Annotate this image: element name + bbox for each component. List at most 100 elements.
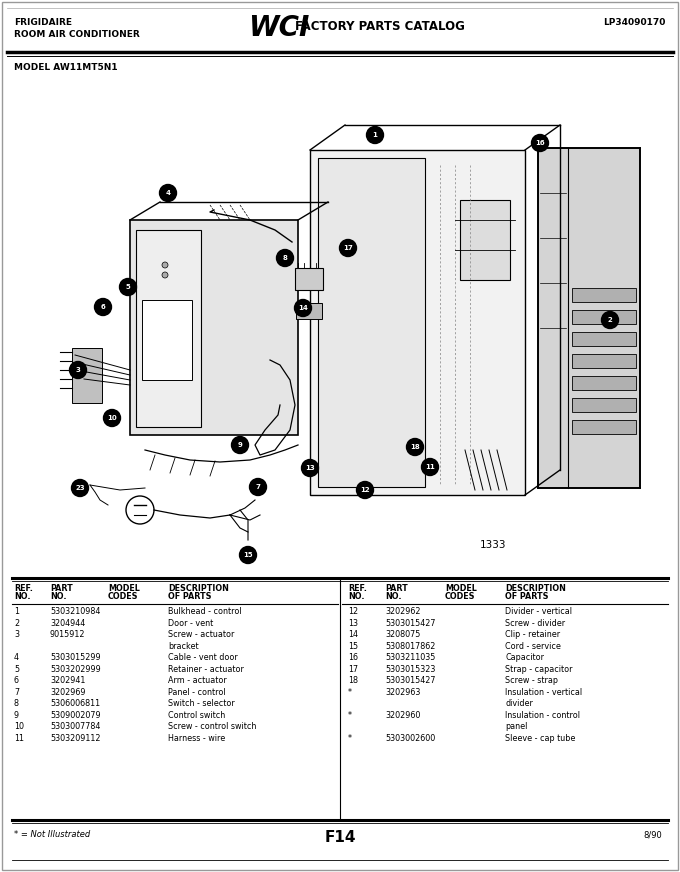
Text: Bulkhead - control: Bulkhead - control	[168, 607, 241, 616]
Text: *: *	[348, 711, 352, 719]
Circle shape	[277, 249, 294, 267]
FancyBboxPatch shape	[572, 288, 636, 302]
Text: 9015912: 9015912	[50, 630, 86, 639]
Text: Harness - wire: Harness - wire	[168, 733, 225, 742]
FancyBboxPatch shape	[136, 230, 201, 427]
Text: ROOM AIR CONDITIONER: ROOM AIR CONDITIONER	[14, 30, 140, 39]
FancyBboxPatch shape	[572, 310, 636, 324]
Text: Strap - capacitor: Strap - capacitor	[505, 664, 573, 673]
Circle shape	[160, 185, 177, 201]
Text: Cable - vent door: Cable - vent door	[168, 653, 238, 662]
Circle shape	[339, 240, 356, 256]
Text: Insulation - control: Insulation - control	[505, 711, 580, 719]
Circle shape	[301, 460, 318, 476]
FancyBboxPatch shape	[296, 303, 322, 319]
Circle shape	[239, 547, 256, 563]
FancyBboxPatch shape	[295, 268, 323, 290]
Text: LP34090170: LP34090170	[602, 18, 665, 27]
Text: 3202963: 3202963	[385, 687, 420, 697]
Text: MODEL: MODEL	[108, 584, 140, 593]
Text: 14: 14	[348, 630, 358, 639]
Text: bracket: bracket	[168, 642, 199, 651]
Text: 10: 10	[14, 722, 24, 731]
Text: divider: divider	[505, 699, 533, 708]
Text: 7: 7	[256, 484, 260, 490]
Text: 1333: 1333	[480, 540, 507, 550]
Circle shape	[95, 298, 112, 316]
Text: 3208075: 3208075	[385, 630, 420, 639]
Text: 4: 4	[14, 653, 19, 662]
Circle shape	[103, 410, 120, 426]
Text: 5303015323: 5303015323	[385, 664, 435, 673]
Text: MODEL AW11MT5N1: MODEL AW11MT5N1	[14, 63, 118, 72]
FancyBboxPatch shape	[72, 348, 102, 403]
Circle shape	[162, 262, 168, 268]
Text: 16: 16	[535, 140, 545, 146]
Text: Sleeve - cap tube: Sleeve - cap tube	[505, 733, 575, 742]
Text: Screw - control switch: Screw - control switch	[168, 722, 256, 731]
Text: 4: 4	[165, 190, 171, 196]
Text: 3202941: 3202941	[50, 676, 86, 685]
Circle shape	[356, 481, 373, 499]
Text: Screw - actuator: Screw - actuator	[168, 630, 235, 639]
Text: 5303202999: 5303202999	[50, 664, 101, 673]
Text: Insulation - vertical: Insulation - vertical	[505, 687, 582, 697]
Text: F14: F14	[324, 830, 356, 845]
Text: 3: 3	[75, 367, 80, 373]
Text: PART: PART	[50, 584, 73, 593]
FancyBboxPatch shape	[538, 148, 640, 488]
Text: NO.: NO.	[348, 592, 364, 601]
FancyBboxPatch shape	[310, 150, 525, 495]
Text: 6: 6	[101, 304, 105, 310]
Text: 5303015427: 5303015427	[385, 618, 435, 628]
Text: 3: 3	[14, 630, 19, 639]
Text: CODES: CODES	[108, 592, 139, 601]
Text: Capacitor: Capacitor	[505, 653, 544, 662]
Text: Screw - strap: Screw - strap	[505, 676, 558, 685]
Text: Retainer - actuator: Retainer - actuator	[168, 664, 244, 673]
Text: 3204944: 3204944	[50, 618, 85, 628]
Circle shape	[602, 311, 619, 329]
Text: 15: 15	[348, 642, 358, 651]
Text: 5303007784: 5303007784	[50, 722, 101, 731]
Text: FRIGIDAIRE: FRIGIDAIRE	[14, 18, 72, 27]
FancyBboxPatch shape	[572, 376, 636, 390]
FancyBboxPatch shape	[130, 220, 298, 435]
Text: 12: 12	[360, 487, 370, 493]
Text: 3202962: 3202962	[385, 607, 420, 616]
Text: Cord - service: Cord - service	[505, 642, 561, 651]
Text: WCI: WCI	[248, 14, 309, 42]
Text: Switch - selector: Switch - selector	[168, 699, 235, 708]
Text: 9: 9	[237, 442, 243, 448]
Text: DESCRIPTION: DESCRIPTION	[168, 584, 229, 593]
Text: 8: 8	[14, 699, 19, 708]
Text: 13: 13	[348, 618, 358, 628]
Text: Panel - control: Panel - control	[168, 687, 226, 697]
Text: DESCRIPTION: DESCRIPTION	[505, 584, 566, 593]
Text: 11: 11	[425, 464, 435, 470]
Text: Screw - divider: Screw - divider	[505, 618, 565, 628]
Circle shape	[407, 439, 424, 455]
Circle shape	[367, 126, 384, 144]
FancyBboxPatch shape	[460, 200, 510, 280]
Text: Control switch: Control switch	[168, 711, 225, 719]
Text: 8: 8	[283, 255, 288, 261]
Text: 10: 10	[107, 415, 117, 421]
Text: 23: 23	[75, 485, 85, 491]
Text: 3202969: 3202969	[50, 687, 86, 697]
Circle shape	[294, 299, 311, 317]
FancyBboxPatch shape	[318, 158, 425, 487]
Text: 12: 12	[348, 607, 358, 616]
Circle shape	[69, 362, 86, 378]
Text: Arm - actuator: Arm - actuator	[168, 676, 226, 685]
Text: OF PARTS: OF PARTS	[168, 592, 211, 601]
Text: Door - vent: Door - vent	[168, 618, 214, 628]
Text: 1: 1	[14, 607, 19, 616]
Text: Clip - retainer: Clip - retainer	[505, 630, 560, 639]
Text: 11: 11	[14, 733, 24, 742]
Text: 13: 13	[305, 465, 315, 471]
Text: *: *	[348, 687, 352, 697]
Text: 15: 15	[243, 552, 253, 558]
FancyBboxPatch shape	[572, 332, 636, 346]
Text: Divider - vertical: Divider - vertical	[505, 607, 572, 616]
